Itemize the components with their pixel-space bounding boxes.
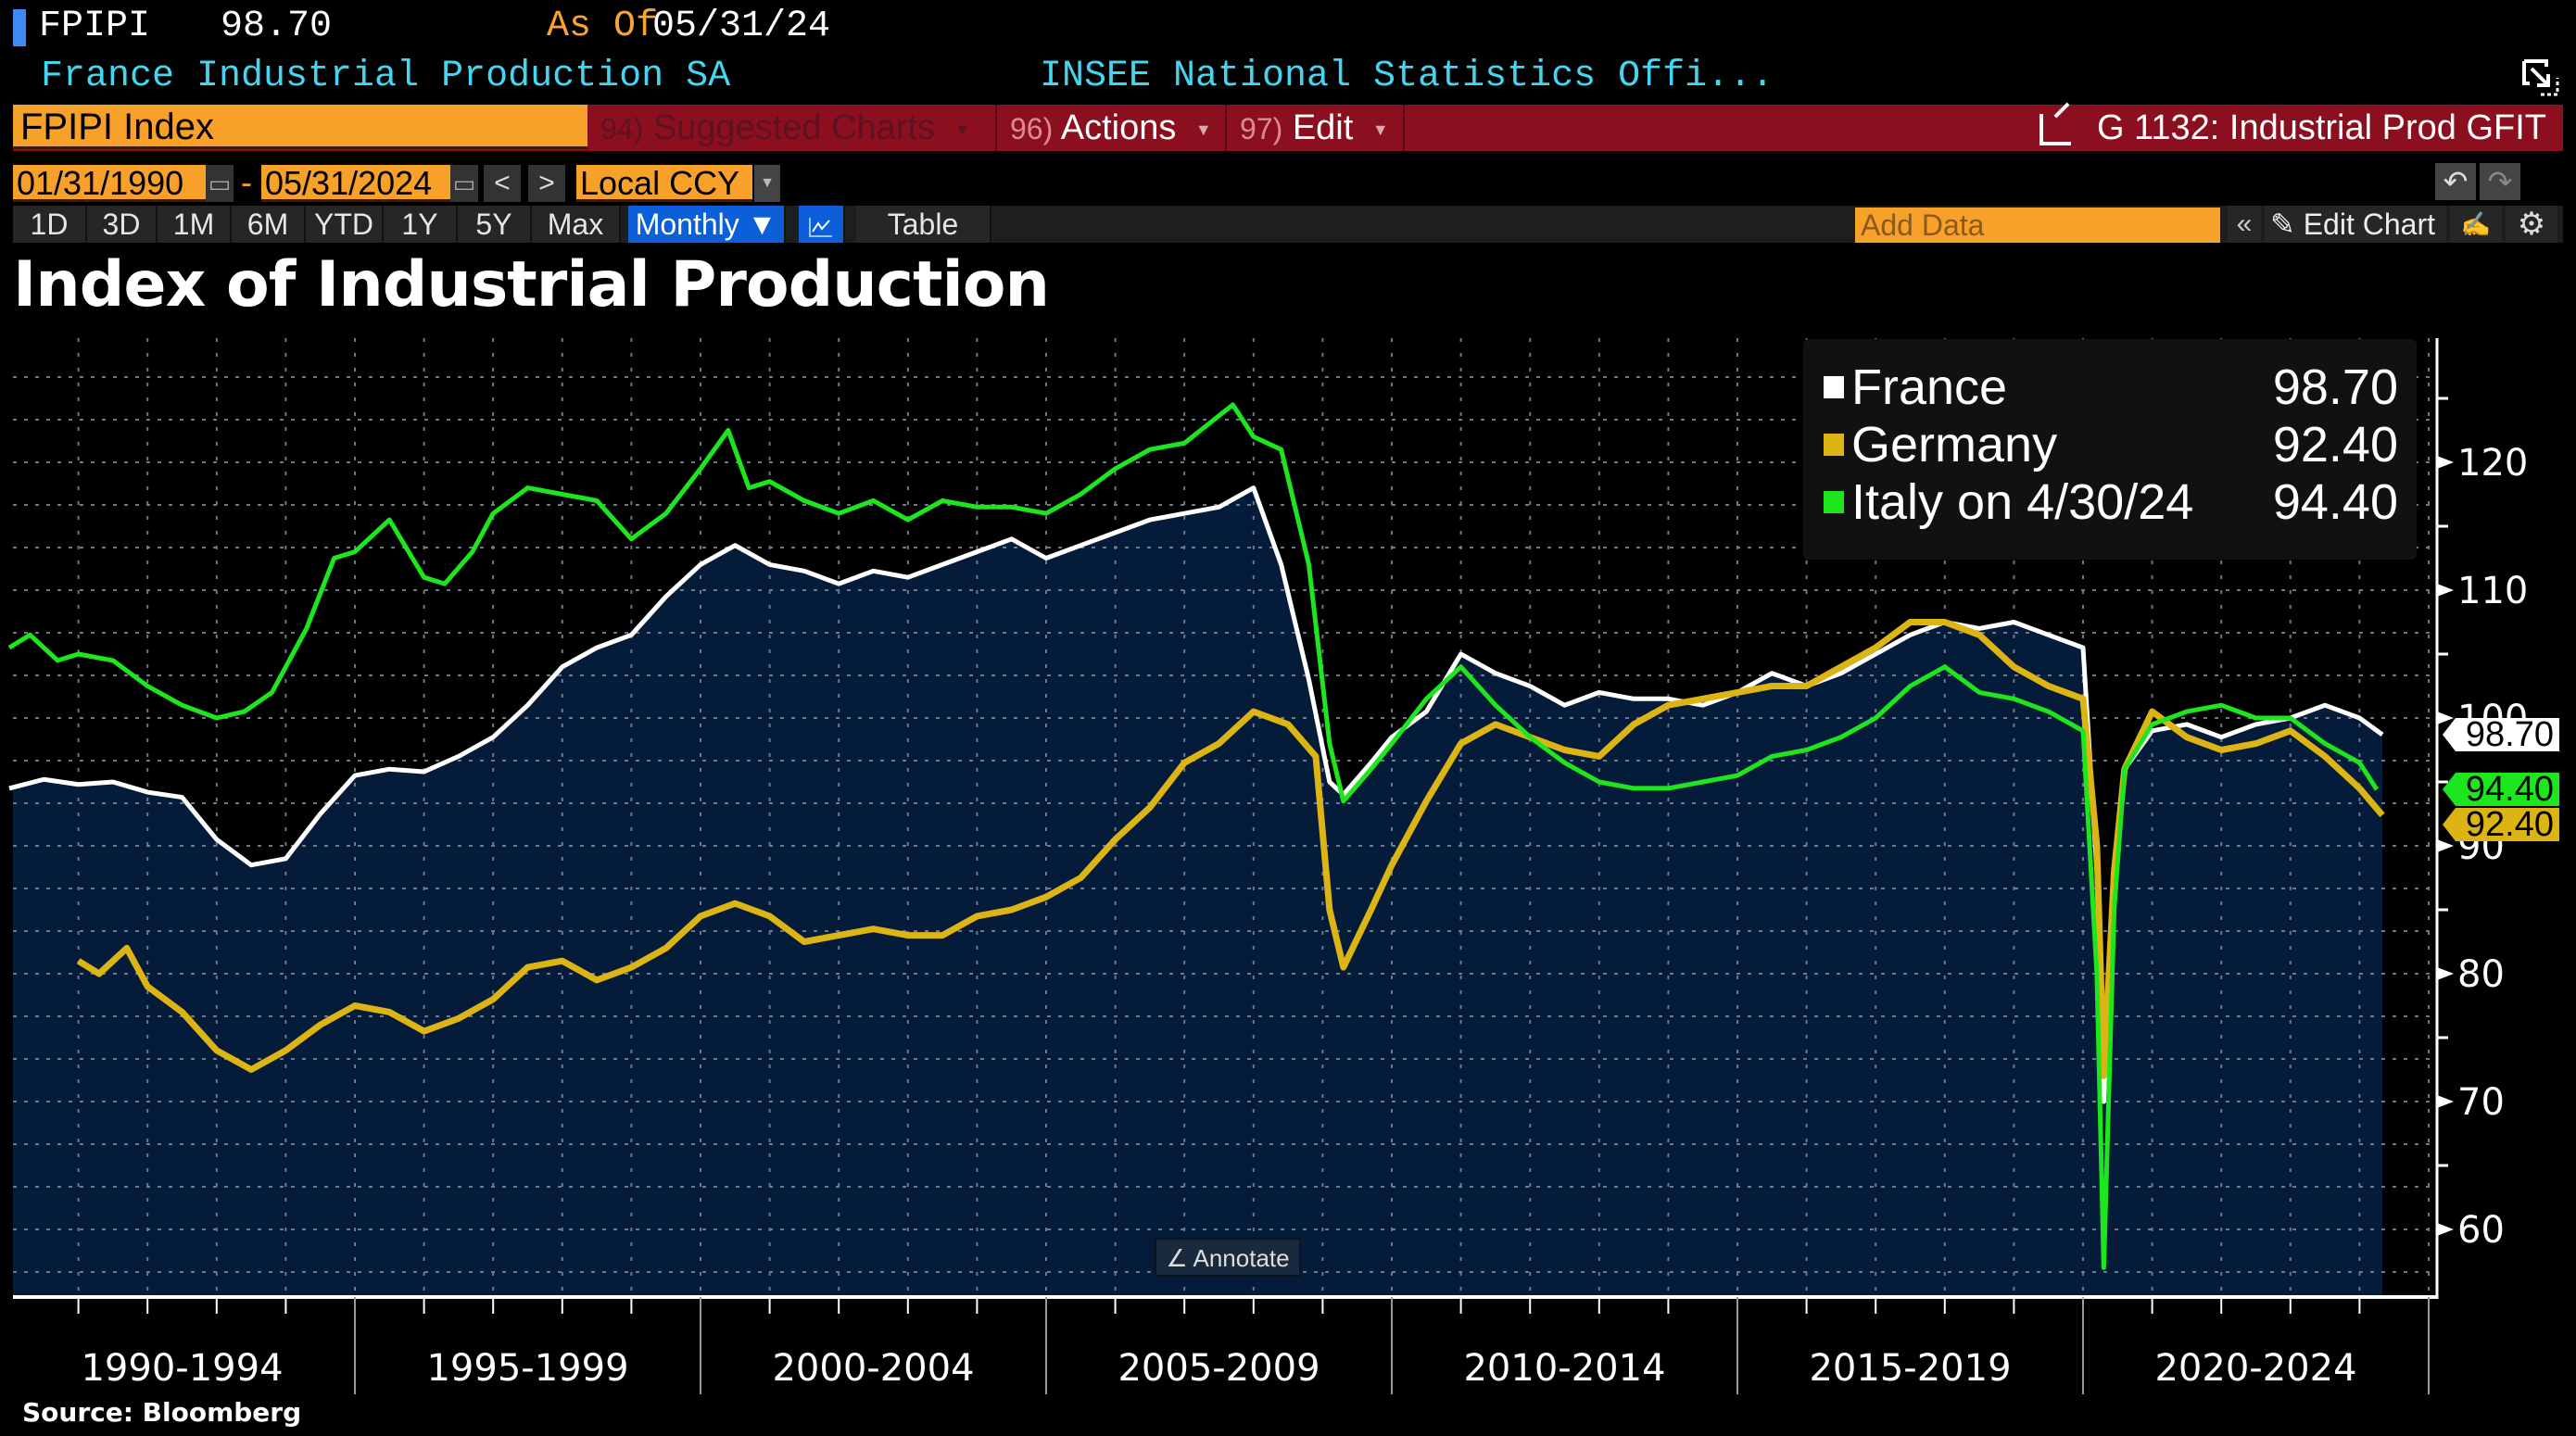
legend-label: Italy on 4/30/24 — [1851, 474, 2194, 530]
legend-item-france[interactable]: France 98.70 — [1824, 359, 2398, 415]
end-date-input[interactable]: 05/31/2024 — [261, 165, 450, 202]
tab-3d[interactable]: 3D — [87, 206, 158, 243]
legend-value: 94.40 — [2272, 474, 2398, 530]
x-tick-label: 1990-1994 — [81, 1347, 283, 1390]
external-link-icon — [2039, 113, 2071, 145]
pencil-icon: ∠ — [1166, 1244, 1193, 1272]
last-value-tag-italy: 94.40 — [2443, 772, 2559, 807]
tab-1d[interactable]: 1D — [13, 206, 87, 243]
y-tick-mark — [2437, 1095, 2454, 1108]
security-indicator — [13, 9, 26, 46]
y-tick-mark — [2437, 1223, 2454, 1236]
chart-title: Index of Industrial Production — [13, 248, 1050, 321]
security-input[interactable]: FPIPI Index — [13, 105, 587, 149]
y-tick-label: 60 — [2457, 1209, 2505, 1252]
y-tick-mark — [2437, 456, 2454, 469]
legend-swatch — [1824, 376, 1844, 398]
series-line-italy — [7, 402, 2380, 1270]
legend-value: 92.40 — [2272, 417, 2398, 472]
frequency-dropdown[interactable]: Monthly ▼ — [628, 206, 786, 243]
currency-select[interactable]: Local CCY — [576, 165, 752, 202]
redo-icon[interactable]: ↷ — [2480, 163, 2520, 200]
prev-period-button[interactable]: < — [484, 165, 521, 202]
edit-chart-button[interactable]: ✎ Edit Chart — [2265, 206, 2446, 243]
popout-icon[interactable] — [2520, 57, 2561, 98]
annotate-button[interactable]: ∠ Annotate — [1155, 1238, 1301, 1277]
area-fill-france — [9, 487, 2383, 1297]
x-tick-label: 2020-2024 — [2154, 1347, 2356, 1390]
line-chart-icon[interactable] — [799, 206, 845, 243]
last-value: 98.70 — [221, 6, 333, 47]
undo-icon[interactable]: ↶ — [2435, 163, 2476, 200]
tab-1y[interactable]: 1Y — [384, 206, 458, 243]
last-value-tag-france: 98.70 — [2443, 717, 2559, 752]
tab-1m[interactable]: 1M — [158, 206, 232, 243]
edit-button[interactable]: 97) Edit ▼ — [1229, 105, 1405, 151]
legend-label: Germany — [1851, 417, 2058, 472]
legend-swatch — [1824, 434, 1844, 456]
x-tick-label: 2010-2014 — [1463, 1347, 1665, 1390]
calendar-icon[interactable]: ▭ — [206, 165, 234, 202]
gear-icon[interactable]: ⚙ — [2506, 206, 2557, 243]
x-tick-label: 2000-2004 — [772, 1347, 974, 1390]
security-description: France Industrial Production SA — [41, 56, 731, 97]
y-tick-mark — [2437, 839, 2454, 852]
start-date-input[interactable]: 01/31/1990 — [13, 165, 206, 202]
annotate-label: Annotate — [1193, 1244, 1290, 1272]
tab-max[interactable]: Max — [532, 206, 621, 243]
date-separator: - — [241, 163, 252, 201]
suggested-charts-number: 94) — [600, 112, 644, 145]
x-tick-label: 2015-2019 — [1809, 1347, 2011, 1390]
actions-number: 96) — [1010, 112, 1054, 145]
as-of-label: As Of — [547, 6, 659, 47]
suggested-charts-button[interactable]: 94) Suggested Charts ▼ — [589, 105, 997, 151]
legend-label: France — [1851, 359, 2008, 415]
caret-down-icon: ▼ — [1194, 120, 1212, 139]
last-value-tag-germany: 92.40 — [2443, 807, 2559, 842]
legend-value: 98.70 — [2272, 359, 2398, 415]
y-tick-label: 80 — [2457, 953, 2505, 996]
chart-legend: France 98.70 Germany 92.40 Italy on 4/30… — [1803, 339, 2417, 560]
as-of-date: 05/31/24 — [652, 6, 831, 47]
y-tick-mark — [2437, 967, 2454, 980]
caret-down-icon: ▼ — [953, 120, 971, 139]
y-tick-label: 70 — [2457, 1081, 2505, 1124]
add-data-input[interactable]: Add Data — [1855, 208, 2220, 243]
series-line-france — [8, 485, 2384, 1104]
ticker: FPIPI — [39, 6, 151, 47]
tab-ytd[interactable]: YTD — [306, 206, 384, 243]
y-tick-label: 120 — [2457, 442, 2528, 485]
tab-5y[interactable]: 5Y — [458, 206, 532, 243]
tab-6m[interactable]: 6M — [232, 206, 306, 243]
related-chart-label: G 1132: Industrial Prod GFIT — [2096, 108, 2546, 147]
source-note: Source: Bloomberg — [22, 1397, 302, 1428]
data-source-name[interactable]: INSEE National Statistics Offi... — [1040, 56, 1774, 97]
table-view-button[interactable]: Table — [856, 206, 991, 243]
y-tick-mark — [2437, 584, 2454, 597]
actions-button[interactable]: 96) Actions ▼ — [999, 105, 1227, 151]
pencil-icon: ✎ — [2270, 208, 2304, 241]
series-line-germany — [76, 619, 2385, 1079]
related-chart-link[interactable]: G 1132: Industrial Prod GFIT — [1974, 105, 2567, 151]
edit-chart-label: Edit Chart — [2303, 208, 2435, 241]
calendar-icon[interactable]: ▭ — [450, 165, 478, 202]
caret-down-icon: ▼ — [1371, 120, 1389, 139]
legend-item-germany[interactable]: Germany 92.40 — [1824, 417, 2398, 472]
next-period-button[interactable]: > — [528, 165, 565, 202]
suggested-charts-label: Suggested Charts — [652, 108, 935, 147]
x-tick-label: 2005-2009 — [1118, 1347, 1320, 1390]
collapse-icon[interactable]: « — [2228, 206, 2261, 243]
actions-label: Actions — [1060, 108, 1177, 147]
legend-swatch — [1824, 491, 1844, 513]
caret-down-icon[interactable]: ▼ — [754, 165, 780, 202]
x-tick-label: 1995-1999 — [426, 1347, 628, 1390]
annotation-tools-icon[interactable]: ✍ — [2450, 206, 2502, 243]
edit-number: 97) — [1240, 112, 1283, 145]
legend-item-italy[interactable]: Italy on 4/30/24 94.40 — [1824, 474, 2398, 530]
y-tick-label: 110 — [2457, 570, 2528, 612]
edit-label: Edit — [1292, 108, 1354, 147]
